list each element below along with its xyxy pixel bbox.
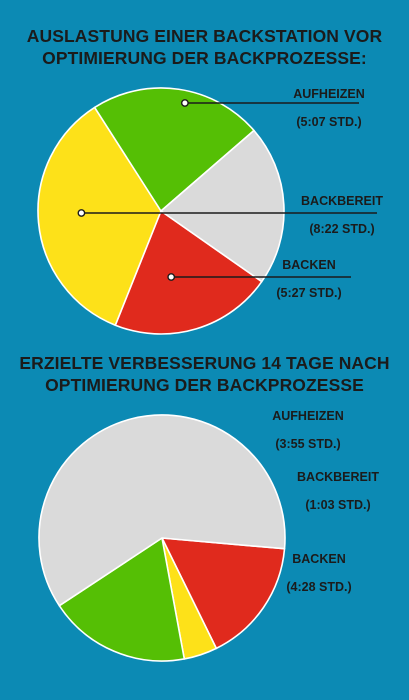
chart1-label-aufheizen-name: AUFHEIZEN <box>293 87 365 101</box>
chart2-slice-remainder <box>38 414 286 607</box>
chart1-label-backen-name: BACKEN <box>282 258 336 272</box>
chart2-slice-aufheizen <box>161 537 286 650</box>
chart1-leader-dot-backen <box>167 273 176 281</box>
chart2-label-aufheizen: AUFHEIZEN (3:55 STD.) <box>258 408 358 452</box>
chart1-slice-aufheizen <box>114 210 263 335</box>
chart2-label-backbereit-name: BACKBEREIT <box>297 470 379 484</box>
chart1-title-line1: AUSLASTUNG EINER BACKSTATION VOR <box>26 26 383 46</box>
chart2-title-line1: ERZIELTE VERBESSERUNG 14 TAGE NACH <box>19 353 390 373</box>
chart2-title-line2: OPTIMIERUNG DER BACKPROZESSE <box>45 375 364 395</box>
chart2-label-aufheizen-value: (3:55 STD.) <box>275 437 341 451</box>
chart1-slice-remainder <box>160 129 285 283</box>
chart1-label-backbereit-value: (8:22 STD.) <box>309 222 375 236</box>
chart2-label-backen-name: BACKEN <box>292 552 346 566</box>
chart2-label-backbereit-value: (1:03 STD.) <box>305 498 371 512</box>
chart2-label-backen-value: (4:28 STD.) <box>286 580 352 594</box>
chart1-label-backen: BACKEN (5:27 STD.) <box>259 257 359 301</box>
chart2-slice-backen <box>58 537 186 662</box>
pie-chart-after <box>38 414 286 662</box>
chart1-leader-dot-aufheizen <box>180 99 189 107</box>
chart1-label-aufheizen-value: (5:07 STD.) <box>296 115 362 129</box>
chart1-label-aufheizen: AUFHEIZEN (5:07 STD.) <box>279 86 379 130</box>
chart1-title-line2: OPTIMIERUNG DER BACKPROZESSE: <box>42 48 367 68</box>
chart2-label-backbereit: BACKBEREIT (1:03 STD.) <box>288 469 388 513</box>
chart1-slice-backbereit <box>37 106 162 327</box>
chart2-label-backen: BACKEN (4:28 STD.) <box>269 551 369 595</box>
chart1-slice-backen <box>93 87 255 212</box>
chart1-label-backbereit-name: BACKBEREIT <box>301 194 383 208</box>
chart2-title: ERZIELTE VERBESSERUNG 14 TAGE NACH OPTIM… <box>0 352 409 396</box>
chart1-title: AUSLASTUNG EINER BACKSTATION VOR OPTIMIE… <box>0 25 409 69</box>
pie-chart-before <box>37 87 377 335</box>
chart2-label-aufheizen-name: AUFHEIZEN <box>272 409 344 423</box>
chart1-label-backbereit: BACKBEREIT (8:22 STD.) <box>292 193 392 237</box>
chart1-label-backen-value: (5:27 STD.) <box>276 286 342 300</box>
chart1-leader-dot-backbereit <box>77 209 86 217</box>
